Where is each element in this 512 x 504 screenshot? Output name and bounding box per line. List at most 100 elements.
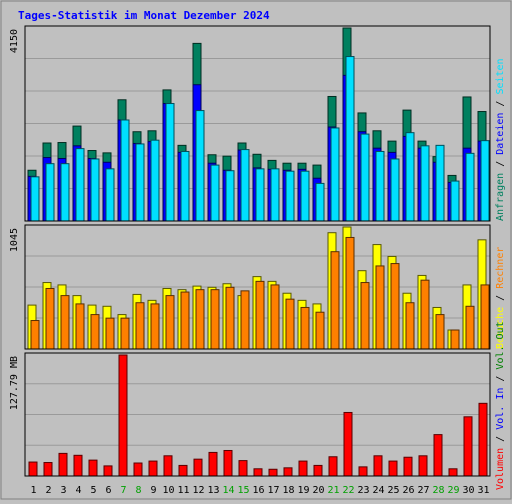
bar-volume-volumen-day-20	[313, 464, 323, 477]
bar-volume-volumen-day-27	[418, 455, 428, 477]
legend-separator: /	[495, 370, 506, 388]
bar-requests-seiten-day-29	[450, 180, 460, 222]
bar-volume-volumen-day-28	[433, 434, 443, 477]
bar-visits-rechner-day-13	[210, 289, 220, 350]
bar-volume-volumen-day-25	[388, 460, 398, 477]
legend-item-dateien: Dateien	[495, 113, 506, 155]
x-tick-label-day-16: 16	[252, 485, 264, 496]
x-tick-label-day-29: 29	[447, 485, 459, 496]
bar-visits-rechner-day-29	[450, 329, 460, 350]
bar-volume-volumen-day-23	[358, 466, 368, 477]
bar-visits-rechner-day-16	[255, 280, 265, 350]
bar-requests-seiten-day-18	[285, 170, 295, 222]
x-tick-label-day-10: 10	[162, 485, 174, 496]
bar-volume-volumen-day-3	[58, 452, 68, 477]
bar-requests-seiten-day-4	[75, 148, 85, 222]
bar-requests-seiten-day-11	[180, 150, 190, 222]
bar-visits-rechner-day-6	[105, 317, 115, 350]
legend-mid-text: Besuche / Rechner	[495, 247, 506, 349]
bar-visits-rechner-day-24	[375, 265, 385, 350]
x-tick-label-day-6: 6	[105, 485, 111, 496]
bar-visits-rechner-day-4	[75, 303, 85, 350]
bar-requests-seiten-day-24	[375, 150, 385, 222]
legend-item-rechner: Rechner	[495, 247, 506, 289]
bar-volume-volumen-day-19	[298, 460, 308, 477]
bar-visits-rechner-day-1	[30, 320, 40, 350]
bar-visits-rechner-day-17	[270, 284, 280, 350]
bar-volume-volumen-day-11	[178, 464, 188, 477]
bar-visits-rechner-day-7	[120, 317, 130, 350]
bar-visits-rechner-day-9	[150, 303, 160, 350]
x-tick-label-day-20: 20	[312, 485, 324, 496]
bar-visits-rechner-day-11	[180, 291, 190, 350]
bar-requests-seiten-day-5	[90, 158, 100, 222]
chart-title: Tages-Statistik im Monat Dezember 2024	[18, 9, 270, 22]
bar-visits-rechner-day-2	[45, 287, 55, 350]
bar-volume-volumen-day-7	[118, 354, 128, 477]
legend-bot-text: Volumen / Vol. In / Vol. Out	[495, 321, 506, 490]
bar-requests-seiten-day-19	[300, 170, 310, 222]
legend-item-vol-out: Vol. Out	[495, 321, 506, 369]
x-tick-label-day-27: 27	[417, 485, 429, 496]
bar-requests-seiten-day-28	[435, 144, 445, 222]
x-tick-label-day-11: 11	[177, 485, 189, 496]
bar-volume-volumen-day-21	[328, 456, 338, 477]
bar-requests-seiten-day-10	[165, 103, 175, 222]
bar-volume-volumen-day-17	[268, 468, 278, 477]
x-tick-label-day-3: 3	[60, 485, 66, 496]
bar-volume-volumen-day-9	[148, 460, 158, 477]
bar-visits-rechner-day-19	[300, 306, 310, 350]
bar-volume-volumen-day-4	[73, 454, 83, 477]
x-tick-label-day-25: 25	[387, 485, 399, 496]
bar-visits-rechner-day-10	[165, 295, 175, 350]
bar-visits-rechner-day-22	[345, 236, 355, 350]
bar-requests-seiten-day-8	[135, 143, 145, 222]
legend-item-vol-in: Vol. In	[495, 388, 506, 430]
bar-requests-seiten-day-3	[60, 163, 70, 222]
x-tick-label-day-26: 26	[402, 485, 414, 496]
x-tick-label-day-7: 7	[120, 485, 126, 496]
x-tick-label-day-1: 1	[30, 485, 36, 496]
bar-visits-rechner-day-12	[195, 289, 205, 350]
bar-requests-seiten-day-17	[270, 168, 280, 222]
panel-volume-ymax-label: 127.79 MB	[9, 356, 20, 410]
panel-requests-ymax-label: 4150	[9, 29, 20, 53]
bar-volume-volumen-day-8	[133, 462, 143, 477]
bar-visits-rechner-day-20	[315, 311, 325, 350]
x-tick-label-day-22: 22	[342, 485, 354, 496]
bar-requests-seiten-day-13	[210, 164, 220, 222]
bar-requests-seiten-day-9	[150, 139, 160, 222]
x-tick-label-day-17: 17	[267, 485, 279, 496]
legend-separator: /	[495, 95, 506, 113]
bar-requests-seiten-day-27	[420, 145, 430, 222]
legend-item-besuche: Besuche	[495, 307, 506, 349]
bar-requests-seiten-day-31	[480, 140, 490, 222]
bar-visits-rechner-day-18	[285, 298, 295, 350]
bar-volume-volumen-day-10	[163, 455, 173, 477]
bar-visits-rechner-day-30	[465, 305, 475, 350]
bar-requests-seiten-day-25	[390, 158, 400, 222]
bar-requests-seiten-day-12	[195, 110, 205, 222]
x-tick-label-day-30: 30	[462, 485, 474, 496]
legend-item-anfragen: Anfragen	[495, 173, 506, 221]
bar-requests-seiten-day-16	[255, 168, 265, 222]
legend-item-volumen: Volumen	[495, 448, 506, 490]
bar-volume-volumen-day-13	[208, 451, 218, 477]
bar-volume-volumen-day-2	[43, 462, 53, 477]
x-tick-label-day-14: 14	[222, 485, 234, 496]
panel-visits-frame	[24, 224, 491, 350]
bar-requests-seiten-day-20	[315, 182, 325, 222]
bar-requests-seiten-day-14	[225, 170, 235, 222]
x-tick-label-day-18: 18	[282, 485, 294, 496]
bar-visits-rechner-day-26	[405, 302, 415, 350]
bar-volume-volumen-day-16	[253, 468, 263, 477]
x-tick-label-day-13: 13	[207, 485, 219, 496]
x-tick-label-day-2: 2	[45, 485, 51, 496]
bar-visits-rechner-day-23	[360, 282, 370, 350]
bar-visits-rechner-day-5	[90, 314, 100, 350]
x-tick-label-day-9: 9	[150, 485, 156, 496]
bar-requests-seiten-day-2	[45, 163, 55, 222]
legend-separator: /	[495, 289, 506, 307]
